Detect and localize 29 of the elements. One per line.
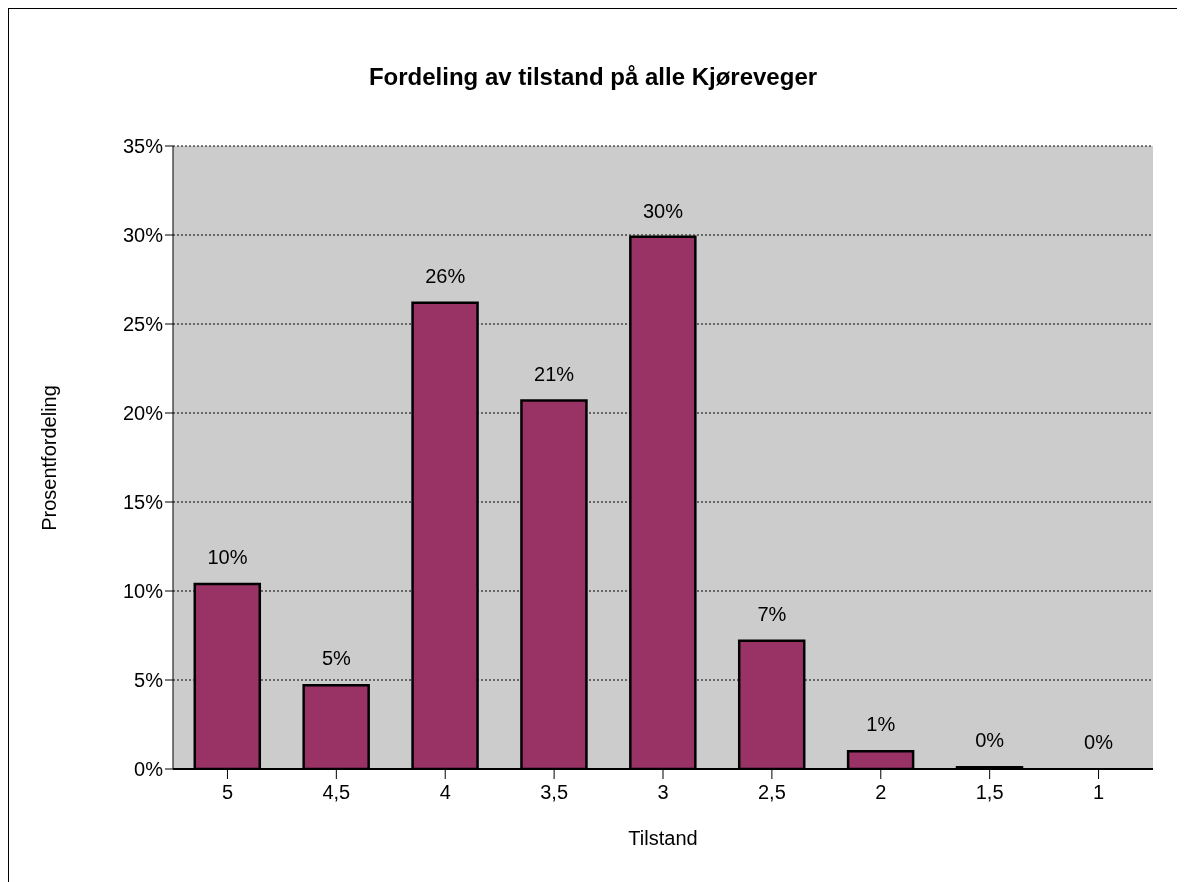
chart-title: Fordeling av tilstand på alle Kjøreveger xyxy=(367,63,819,91)
data-label: 26% xyxy=(425,265,466,289)
y-tick-label: 0% xyxy=(134,758,164,781)
data-label: 21% xyxy=(534,363,575,387)
y-tick-label: 20% xyxy=(122,402,164,425)
y-tick-label: 10% xyxy=(122,580,164,603)
x-tick-label: 4 xyxy=(439,781,451,804)
x-tick-label: 2,5 xyxy=(757,781,786,804)
x-axis-title: Tilstand xyxy=(627,827,699,850)
x-tick-label: 3,5 xyxy=(540,781,569,804)
data-label: 10% xyxy=(207,546,248,570)
data-label: 7% xyxy=(757,603,787,627)
y-tick-label: 30% xyxy=(122,224,164,247)
x-tick-label: 1 xyxy=(1092,781,1105,804)
y-tick-label: 35% xyxy=(122,135,164,158)
data-label: 30% xyxy=(642,199,684,223)
y-tick-label: 25% xyxy=(122,313,164,336)
x-tick-label: 3 xyxy=(657,781,669,804)
data-label: 0% xyxy=(975,729,1005,753)
data-label: 0% xyxy=(1084,731,1113,754)
y-tick-label: 5% xyxy=(134,669,164,692)
data-label: 5% xyxy=(321,647,351,671)
data-label: 1% xyxy=(866,713,896,737)
x-tick-label: 4,5 xyxy=(322,781,351,804)
x-tick-label: 5 xyxy=(221,781,234,804)
y-tick-label: 15% xyxy=(122,491,164,514)
x-tick-label: 1,5 xyxy=(975,781,1004,804)
y-axis-title: Prosentfordeling xyxy=(37,385,61,531)
x-tick-label: 2 xyxy=(875,781,887,804)
